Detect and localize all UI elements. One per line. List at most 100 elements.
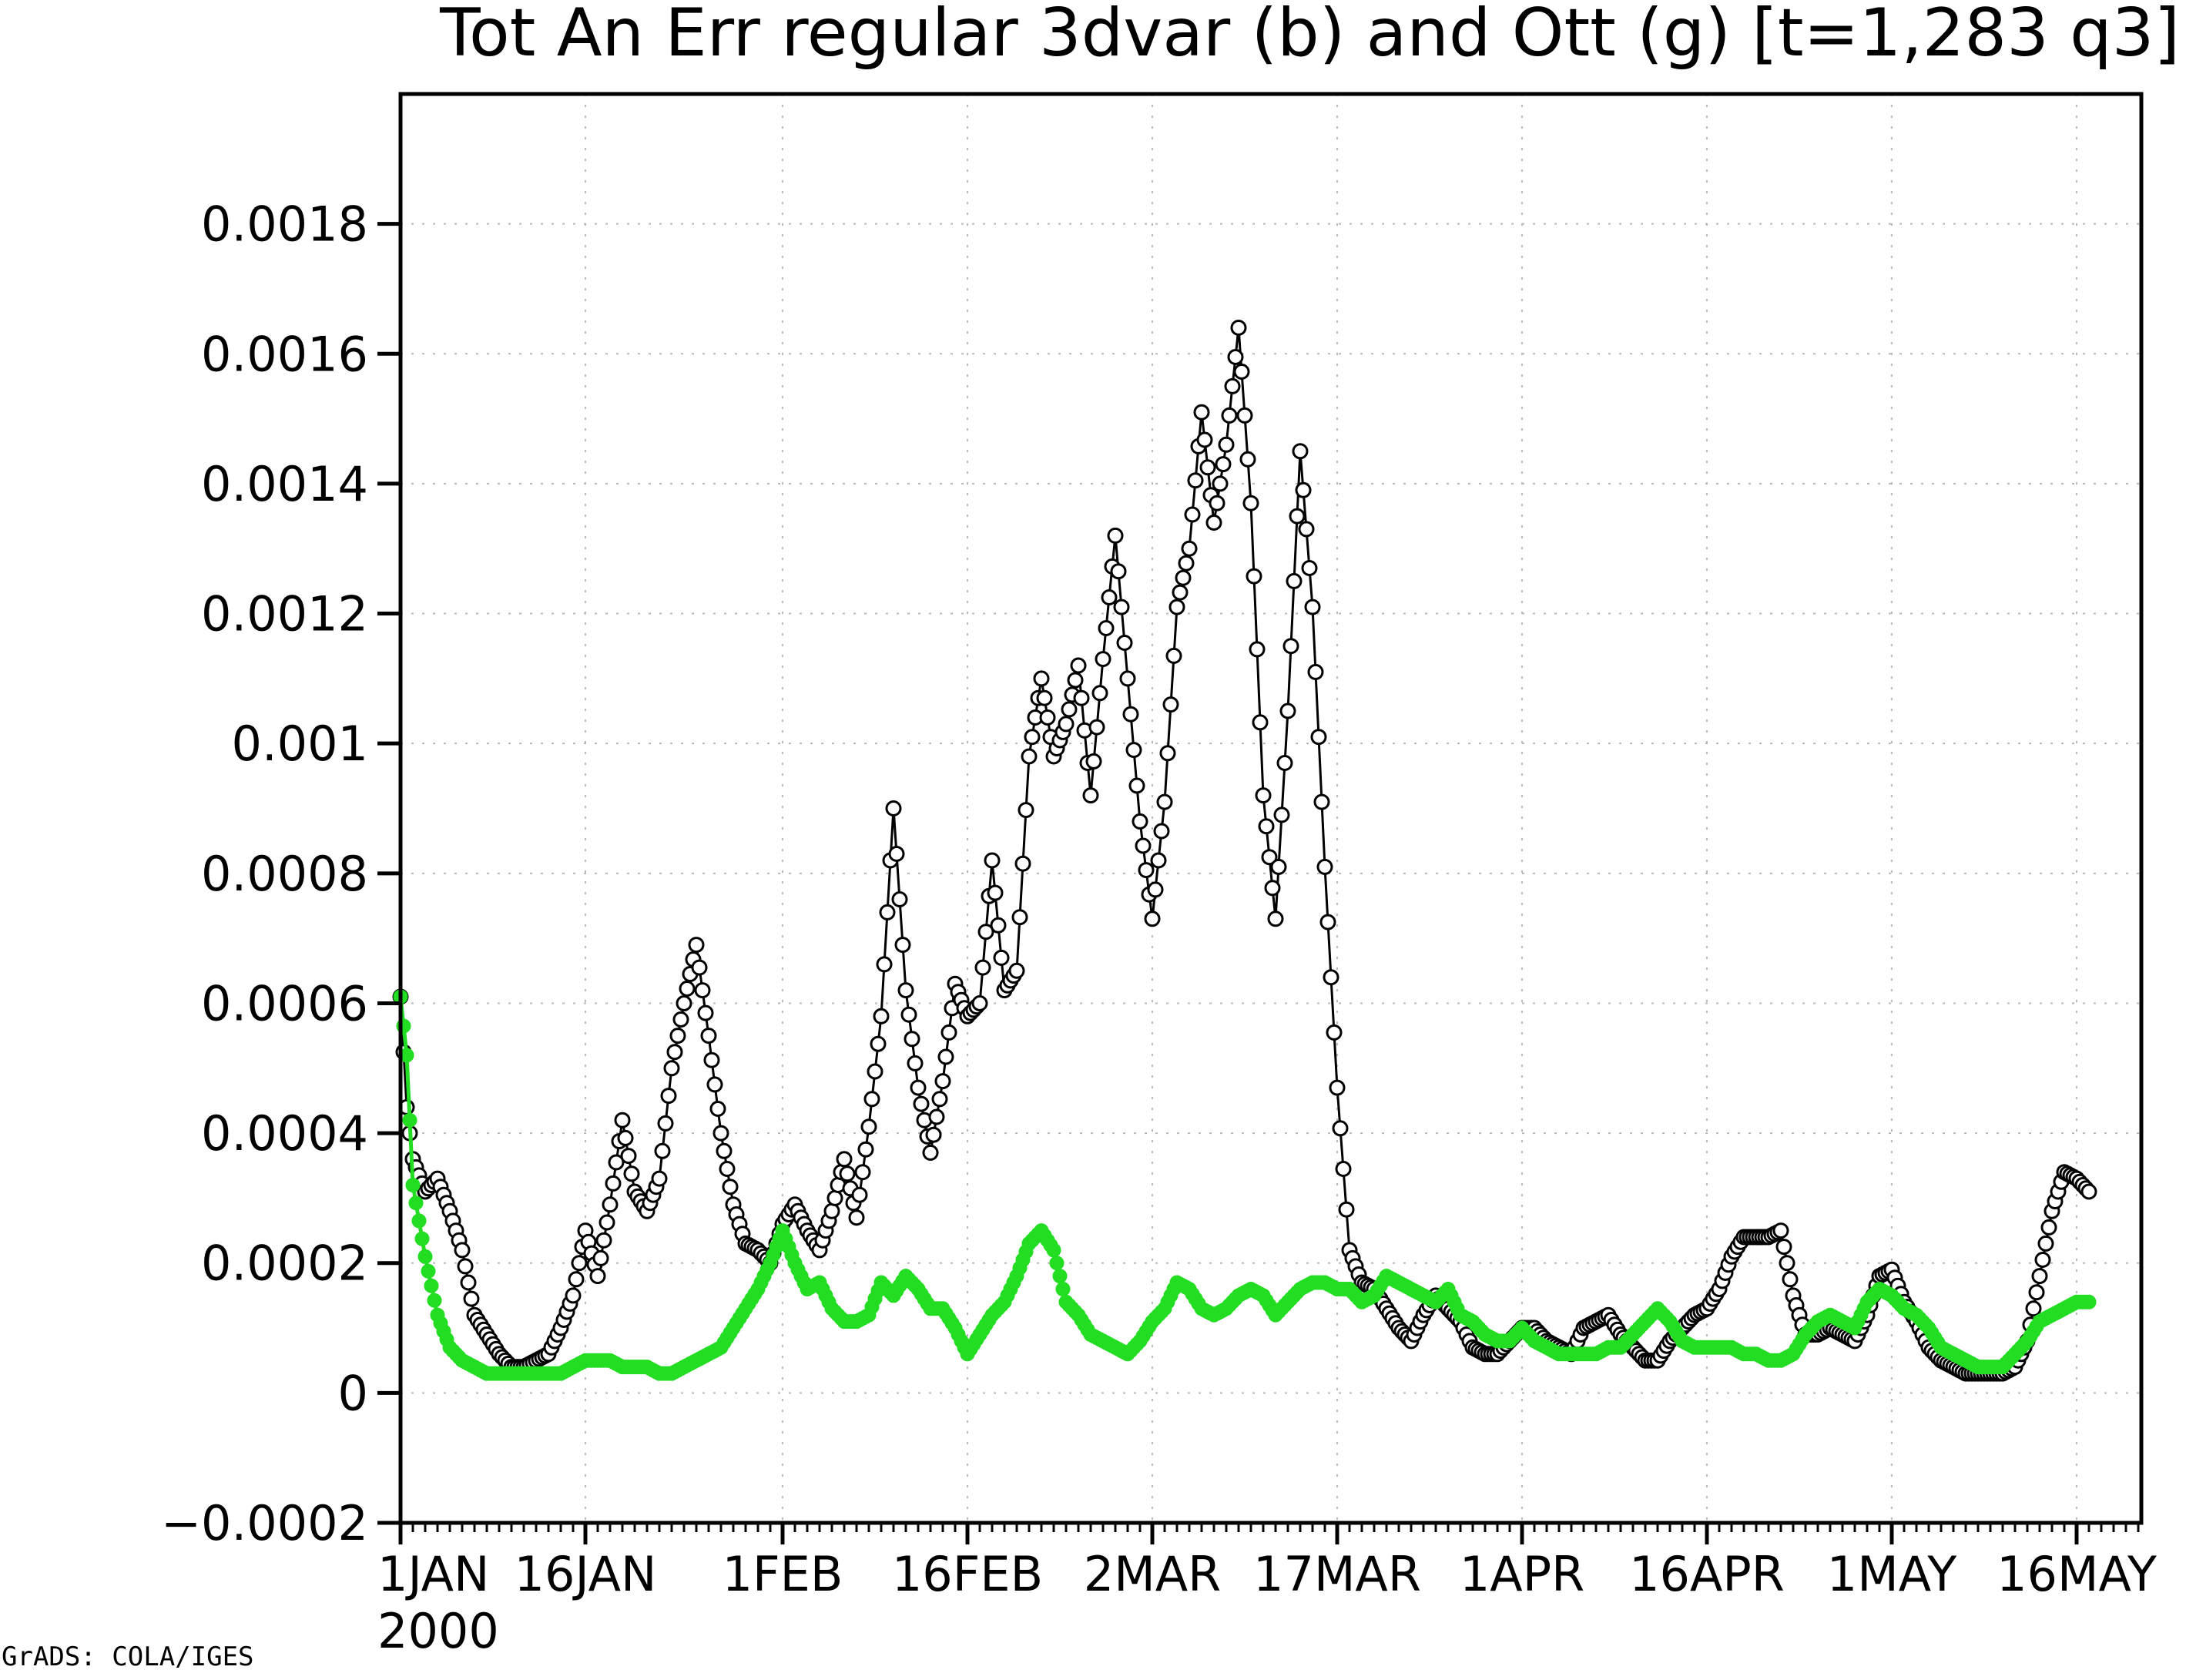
x-tick-label: 16FEB <box>892 1546 1043 1602</box>
series-b-point <box>2040 1219 2057 1236</box>
series-b-point <box>1310 729 1327 746</box>
series-b-point <box>940 1024 957 1041</box>
series-b-point <box>1338 1201 1355 1218</box>
series-b-point <box>894 937 911 954</box>
series-b-point <box>709 1101 726 1117</box>
series-b-point <box>1329 1079 1346 1096</box>
series-b-point <box>697 1004 714 1021</box>
series-b-point <box>1067 672 1084 689</box>
grads-credit: GrADS: COLA/IGES <box>2 1641 254 1672</box>
series-b-point <box>1205 515 1222 531</box>
series-b-point <box>1132 813 1148 830</box>
series-b-point <box>654 1142 671 1159</box>
series-b-point <box>651 1170 668 1187</box>
series-b-point <box>1073 689 1090 706</box>
y-tick-label: 0.0004 <box>201 1105 368 1162</box>
series-b-point <box>885 800 902 817</box>
series-b-point <box>676 995 692 1011</box>
x-tick-label: 2MAR <box>1084 1546 1221 1602</box>
series-b-point <box>592 1249 609 1266</box>
y-tick-label: 0.0002 <box>201 1236 368 1292</box>
series-b-point <box>2025 1300 2042 1317</box>
series-b-point <box>722 1179 739 1195</box>
series-b-point <box>1135 837 1152 854</box>
series-b-point <box>1156 793 1173 810</box>
series-b-point <box>1782 1271 1799 1288</box>
series-b-point <box>870 1035 887 1052</box>
x-tick-label: 1FEB <box>723 1546 843 1602</box>
series-b-point <box>694 982 711 999</box>
series-b-point <box>620 1148 637 1165</box>
series-b-point <box>1332 1120 1349 1137</box>
series-b-point <box>1279 703 1296 719</box>
series-b-point <box>595 1232 612 1249</box>
series-b-point <box>1273 806 1290 823</box>
series-g-point <box>417 1249 433 1264</box>
x-tick-label: 16MAY <box>1997 1546 2157 1602</box>
series-b-point <box>703 1051 720 1068</box>
series-b-point <box>1172 584 1189 601</box>
y-tick-label: 0.0012 <box>201 586 368 642</box>
series-b-point <box>1261 849 1278 866</box>
series-b-point <box>1209 495 1225 511</box>
x-year-label: 2000 <box>377 1603 499 1659</box>
series-b-point <box>1286 572 1303 589</box>
series-b-point <box>716 1142 733 1159</box>
series-b-point <box>1196 431 1213 448</box>
series-b-point <box>984 852 1001 869</box>
series-b-point <box>719 1161 736 1177</box>
series-b-point <box>873 1008 890 1024</box>
series-b-point <box>826 1189 843 1206</box>
series-b-point <box>848 1209 865 1226</box>
series-b-point <box>937 1048 954 1065</box>
series-b-point <box>1150 852 1167 869</box>
x-tick-label: 17MAR <box>1253 1546 1421 1602</box>
series-b-point <box>1091 685 1108 702</box>
series-b-point <box>1224 377 1241 394</box>
y-tick-label: 0.0006 <box>201 975 368 1031</box>
series-b-point <box>860 1118 877 1135</box>
series-b-point <box>679 981 696 997</box>
series-layer <box>392 320 2097 1382</box>
series-b-point <box>457 1258 474 1275</box>
series-b-point <box>623 1165 640 1182</box>
series-b-point <box>910 1079 927 1096</box>
series-g-point <box>1046 1242 1061 1258</box>
series-b-point <box>1258 818 1275 835</box>
series-b-point <box>1193 404 1210 421</box>
series-b-point <box>1307 663 1324 680</box>
series-b-point <box>1233 364 1250 380</box>
series-b-point <box>1128 777 1145 794</box>
series-b-point <box>1212 475 1229 492</box>
series-b-point <box>867 1063 883 1080</box>
series-b-point <box>666 1044 683 1061</box>
series-b-point <box>1187 472 1204 489</box>
series-b-point <box>1255 787 1272 804</box>
series-b-point <box>2034 1252 2051 1268</box>
series-b-point <box>900 1006 917 1023</box>
series-b-point <box>928 1108 945 1125</box>
series-b-point <box>605 1175 622 1192</box>
series-b-point <box>1113 599 1130 615</box>
series-b-point <box>1326 1024 1343 1041</box>
series-b-point <box>1316 858 1333 875</box>
series-b-point <box>1011 909 1028 926</box>
series-b-point <box>971 995 988 1011</box>
series-b-point <box>1239 451 1256 468</box>
series-b-point <box>688 937 705 954</box>
series-b-point <box>1230 320 1247 336</box>
series-g-point <box>1049 1256 1065 1271</box>
series-b-point <box>934 1073 951 1090</box>
series-b-point <box>1116 635 1133 651</box>
series-b-point <box>1236 407 1253 424</box>
series-b-point <box>1095 651 1111 668</box>
series-b-point <box>1162 696 1179 713</box>
series-g-point <box>411 1213 427 1229</box>
series-b-point <box>454 1242 471 1259</box>
series-b-point <box>1122 706 1139 723</box>
series-b-point <box>863 1091 880 1108</box>
series-b-point <box>1270 858 1287 875</box>
series-b-point <box>463 1290 480 1307</box>
series-b-point <box>1184 506 1201 523</box>
series-b-point <box>891 891 908 907</box>
